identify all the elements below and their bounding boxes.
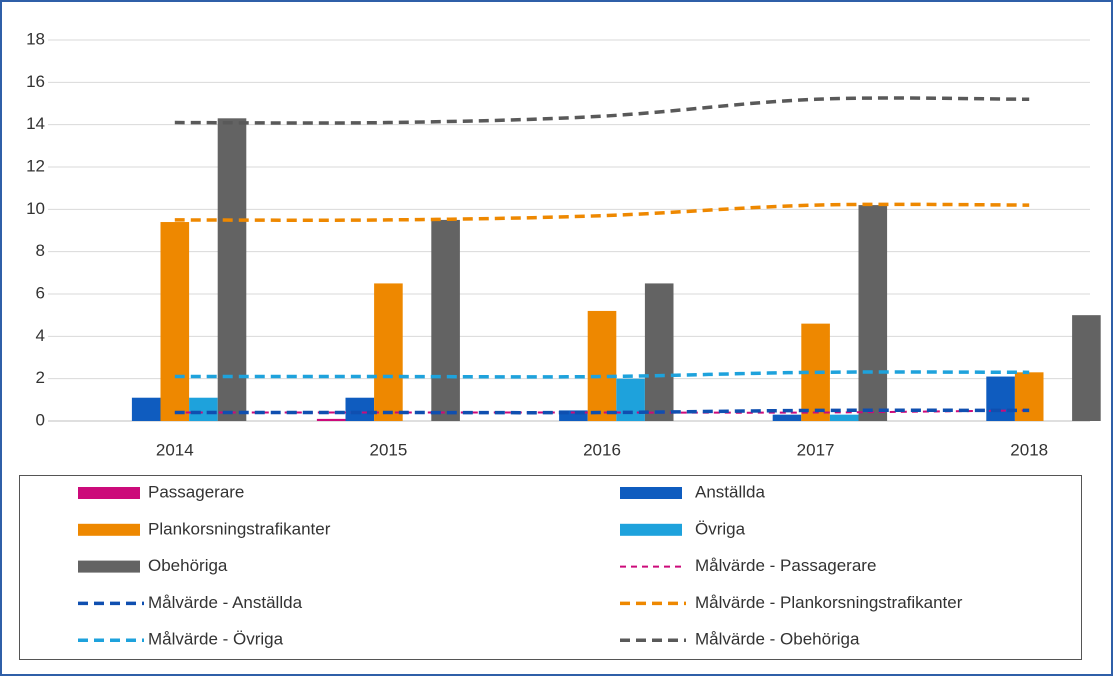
legend-label: Passagerare: [148, 482, 244, 501]
bar: [772, 414, 802, 421]
bar: [217, 118, 247, 422]
legend-label: Anställda: [695, 482, 765, 501]
legend-box: [19, 475, 1082, 660]
y-tick-label: 18: [26, 29, 45, 48]
bar: [345, 397, 375, 421]
legend-swatch: [620, 523, 682, 536]
y-tick-label: 16: [26, 72, 45, 91]
legend-swatch: [78, 487, 140, 499]
y-tick-label: 14: [26, 114, 45, 133]
y-tick-label: 8: [36, 241, 45, 260]
bar: [431, 219, 460, 421]
y-tick-label: 6: [36, 283, 45, 302]
legend-swatch: [620, 487, 682, 499]
x-tick-label: 2018: [1010, 440, 1048, 459]
bar: [986, 376, 1015, 421]
bar: [189, 397, 218, 421]
bar: [131, 397, 161, 421]
bar: [858, 205, 888, 421]
legend-label: Målvärde - Övriga: [148, 630, 284, 649]
y-tick-label: 2: [36, 368, 45, 387]
legend-label: Plankorsningstrafikanter: [148, 519, 331, 538]
bar: [616, 378, 645, 421]
bar: [160, 222, 190, 421]
bar: [1072, 315, 1101, 421]
x-tick-label: 2017: [797, 440, 835, 459]
bar: [374, 283, 403, 421]
bar: [644, 283, 674, 421]
legend-swatch: [78, 523, 140, 536]
bar: [316, 418, 346, 421]
legend-label: Övriga: [695, 519, 746, 538]
y-tick-label: 0: [36, 410, 45, 429]
x-tick-label: 2014: [156, 440, 194, 459]
bar: [559, 410, 588, 421]
y-tick-label: 10: [26, 199, 45, 218]
x-tick-label: 2015: [369, 440, 407, 459]
y-tick-label: 4: [36, 326, 45, 345]
bar: [829, 414, 859, 421]
legend-label: Målvärde - Passagerare: [695, 556, 876, 575]
legend-label: Obehöriga: [148, 556, 228, 575]
x-tick-label: 2016: [583, 440, 621, 459]
legend-label: Målvärde - Plankorsningstrafikanter: [695, 593, 963, 612]
bar: [1014, 372, 1044, 421]
bar: [587, 310, 617, 421]
legend-label: Målvärde - Anställda: [148, 593, 303, 612]
legend-label: Målvärde - Obehöriga: [695, 630, 860, 649]
y-tick-label: 12: [26, 156, 45, 175]
legend-swatch: [78, 560, 140, 573]
